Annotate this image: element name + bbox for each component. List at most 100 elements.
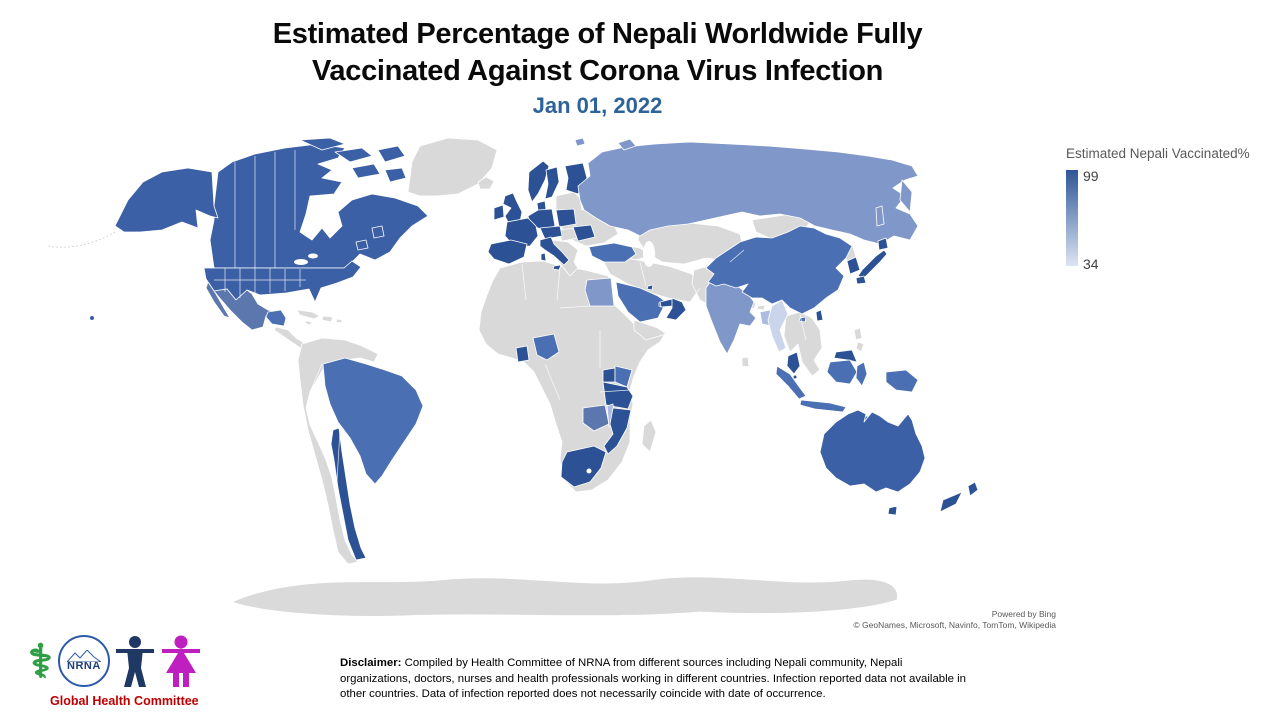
country-canada-nova-scotia	[355, 239, 369, 251]
disclaimer-label: Disclaimer:	[340, 657, 402, 669]
country-malaysia-borneo	[833, 349, 858, 363]
country-indonesia-sulawesi	[855, 361, 868, 387]
country-italy-sicily	[552, 264, 562, 271]
country-nigeria	[532, 333, 560, 361]
country-indonesia-papua	[885, 369, 919, 393]
page-title-line1: Estimated Percentage of Nepali Worldwide…	[272, 18, 923, 50]
country-russia-sakhalin	[875, 205, 885, 227]
country-new-zealand-north	[967, 481, 979, 497]
map-detail-lines	[214, 150, 807, 499]
country-new-zealand-south	[939, 491, 963, 513]
country-canada	[209, 143, 429, 269]
country-south-africa	[560, 445, 607, 488]
region-sri-lanka	[741, 356, 750, 368]
legend-labels: 99 34	[1083, 168, 1099, 272]
country-canada-arctic-3	[377, 145, 406, 163]
nrna-logo: NRNA	[57, 635, 110, 687]
region-madagascar	[641, 419, 657, 453]
region-philippines-south	[855, 341, 865, 353]
country-russia-kamchatka	[899, 179, 913, 213]
mountain-icon	[66, 650, 101, 662]
country-italy-sardinia	[540, 252, 547, 262]
country-austria-czechia	[539, 225, 563, 240]
us-state-borders	[214, 268, 306, 298]
disclaimer: Disclaimer: Compiled by Health Committee…	[340, 656, 972, 703]
lesotho-enclave	[586, 468, 592, 474]
country-usa-alaska	[114, 167, 219, 233]
country-indonesia-kalimantan	[826, 359, 858, 385]
caspian-sea	[643, 241, 655, 267]
country-china	[705, 225, 853, 315]
country-russia	[577, 141, 919, 245]
country-mexico-baja	[205, 281, 231, 319]
country-australia	[819, 409, 926, 493]
country-oman	[665, 297, 687, 321]
page-title-line2: Vaccinated Against Corona Virus Infectio…	[311, 54, 884, 87]
country-myanmar	[767, 299, 789, 353]
country-russia-svalbard	[574, 137, 586, 147]
attribution-powered-by: Powered by Bing	[991, 609, 1056, 619]
country-japan-hokkaido	[877, 237, 889, 251]
region-bhutan	[756, 304, 766, 311]
great-lakes	[294, 259, 308, 265]
country-malaysia-peninsular	[786, 351, 801, 375]
vaccinated-countries	[47, 137, 979, 561]
south-america-borders	[305, 363, 341, 499]
country-chile	[330, 427, 367, 561]
country-usa-hawaii	[90, 316, 94, 320]
map-attribution: Powered by Bing © GeoNames, Microsoft, N…	[853, 609, 1056, 630]
region-yemen	[633, 319, 667, 341]
country-canada-arctic-1	[299, 137, 346, 151]
country-saudi-arabia	[615, 281, 667, 323]
country-canada-arctic-5	[384, 167, 407, 183]
legend: Estimated Nepali Vaccinated% 99 34	[1066, 146, 1276, 272]
region-cuba	[296, 309, 321, 320]
country-japan-kyushu	[855, 275, 867, 285]
region-antarctica	[231, 576, 898, 617]
africa-borders	[521, 263, 631, 401]
male-figure-icon	[115, 636, 154, 687]
legend-max-label: 99	[1083, 168, 1099, 184]
logo-caption: Global Health Committee	[50, 694, 199, 708]
region-philippines	[853, 327, 863, 341]
region-jamaica	[304, 320, 313, 326]
legend-gradient-bar	[1066, 170, 1078, 266]
caduceus-icon: ⚕	[28, 635, 53, 687]
country-ireland	[493, 204, 505, 221]
nrna-logo-text: NRNA	[67, 660, 101, 672]
region-greenland	[407, 137, 498, 197]
logo-row: ⚕ NRNA	[28, 633, 238, 689]
country-indonesia-java	[799, 399, 847, 413]
disclaimer-text: Compiled by Health Committee of NRNA fro…	[340, 657, 967, 701]
region-hispaniola	[321, 315, 334, 323]
country-ghana	[515, 345, 530, 363]
aleutian-islands-line	[47, 231, 116, 248]
country-sweden	[544, 166, 560, 200]
country-mozambique	[603, 407, 632, 455]
canada-province-borders	[234, 150, 296, 268]
great-lakes-2	[308, 253, 318, 259]
region-south-america-base	[297, 337, 379, 565]
footer-logos: ⚕ NRNA Global Health Commit	[28, 633, 238, 708]
country-spain-portugal	[487, 239, 528, 265]
region-iceland	[477, 176, 495, 190]
country-egypt	[584, 277, 615, 307]
country-brazil	[322, 357, 424, 485]
country-italy	[539, 236, 570, 266]
legend-body: 99 34	[1066, 168, 1276, 272]
page-title-date: Jan 01, 2022	[532, 93, 663, 119]
country-tanzania	[602, 381, 634, 410]
country-south-korea	[846, 256, 861, 275]
country-poland	[555, 208, 577, 228]
region-indochina	[783, 311, 823, 377]
attribution-copyright: © GeoNames, Microsoft, Navinfo, TomTom, …	[853, 619, 1056, 630]
country-singapore	[793, 375, 797, 379]
legend-title: Estimated Nepali Vaccinated%	[1066, 146, 1250, 161]
country-turkey	[588, 242, 637, 263]
country-norway	[527, 160, 550, 203]
asia-borders	[639, 249, 807, 341]
country-france	[504, 217, 539, 248]
country-guatemala-belize	[265, 309, 287, 327]
country-zambia	[582, 404, 610, 432]
